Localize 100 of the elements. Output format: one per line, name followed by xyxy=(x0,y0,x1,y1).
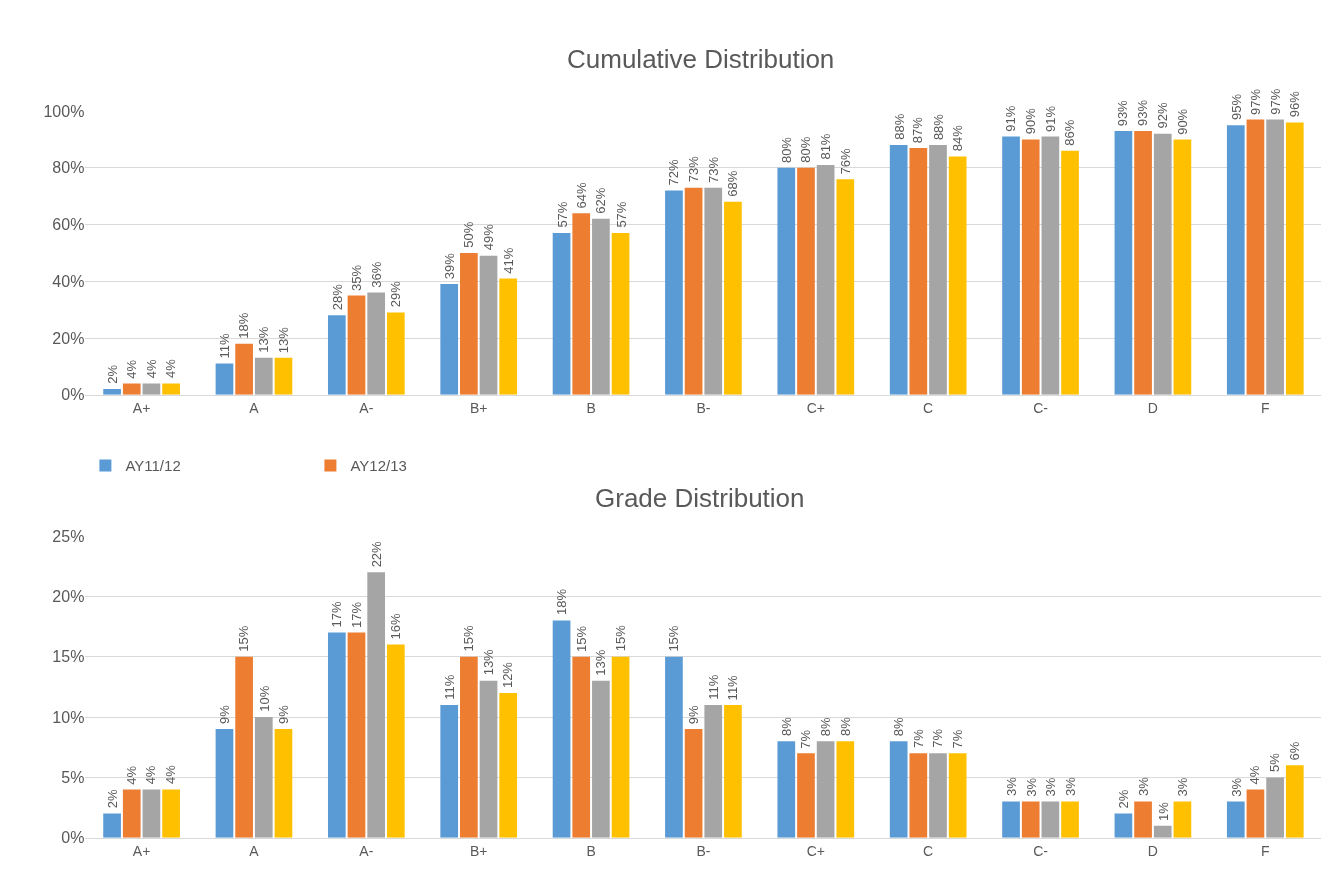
bar xyxy=(254,357,273,395)
x-tick-label: C xyxy=(923,399,934,416)
bar xyxy=(816,741,835,838)
data-label: 15% xyxy=(573,625,589,652)
bar xyxy=(929,753,947,838)
y-tick-label: 0% xyxy=(61,386,85,404)
x-tick-label: A- xyxy=(359,842,374,859)
data-label: 39% xyxy=(442,252,458,280)
data-label: 9% xyxy=(275,704,291,725)
data-label: 5% xyxy=(1267,752,1283,772)
bar xyxy=(704,187,723,395)
bar xyxy=(611,233,630,395)
bar xyxy=(103,389,121,395)
data-label: 90% xyxy=(1174,108,1190,135)
bar xyxy=(724,201,742,395)
bar xyxy=(948,156,967,395)
data-label: 93% xyxy=(1115,99,1131,127)
bar xyxy=(327,632,346,838)
data-label: 4% xyxy=(123,765,139,785)
bar xyxy=(1002,136,1020,395)
data-label: 9% xyxy=(686,704,701,725)
data-label: 73% xyxy=(705,156,721,183)
legend-label: AY11/12 xyxy=(125,457,181,475)
bar xyxy=(684,187,703,395)
data-label: 18% xyxy=(554,588,570,616)
bar xyxy=(552,233,571,395)
bar xyxy=(572,213,591,395)
y-tick-label: 0% xyxy=(61,829,85,847)
data-label: 91% xyxy=(1042,105,1058,132)
data-label: 35% xyxy=(349,264,365,291)
bar xyxy=(142,789,161,838)
bar xyxy=(836,179,855,395)
data-label: 15% xyxy=(236,625,252,652)
bar xyxy=(1153,825,1172,838)
x-tick-label: A xyxy=(249,842,260,859)
bar xyxy=(1285,765,1304,838)
data-label: 68% xyxy=(725,170,741,197)
data-label: 17% xyxy=(329,600,345,628)
data-label: 92% xyxy=(1154,102,1170,129)
x-tick-label: D xyxy=(1147,399,1158,416)
data-label: 97% xyxy=(1247,88,1263,116)
bar xyxy=(103,813,121,838)
data-label: 8% xyxy=(778,716,794,736)
data-label: 3% xyxy=(1043,777,1059,797)
y-tick-label: 20% xyxy=(52,587,85,605)
bar xyxy=(235,656,253,838)
x-tick-label: C xyxy=(923,842,934,859)
bar xyxy=(440,704,459,838)
y-tick-label: 15% xyxy=(52,648,85,666)
bar xyxy=(777,167,796,395)
bar xyxy=(162,383,180,395)
bar xyxy=(327,315,346,395)
bar xyxy=(1114,130,1133,395)
data-label: 50% xyxy=(460,221,476,248)
data-label: 57% xyxy=(613,201,629,228)
x-tick-label: A+ xyxy=(132,399,151,416)
bar xyxy=(948,753,967,838)
data-label: 86% xyxy=(1062,119,1078,146)
data-label: 18% xyxy=(236,312,252,339)
bar xyxy=(460,656,478,838)
bar xyxy=(797,753,815,838)
bar xyxy=(142,383,161,395)
data-label: 28% xyxy=(329,283,345,311)
y-tick-label: 40% xyxy=(52,272,85,290)
data-label: 4% xyxy=(123,359,139,379)
bar xyxy=(1134,130,1152,395)
x-tick-label: F xyxy=(1261,399,1270,416)
bar xyxy=(1266,777,1284,838)
data-label: 49% xyxy=(480,223,496,251)
data-label: 13% xyxy=(255,326,271,353)
data-label: 8% xyxy=(817,717,833,737)
data-label: 36% xyxy=(368,261,384,288)
x-tick-label: C+ xyxy=(806,399,825,416)
data-label: 41% xyxy=(500,247,516,274)
data-label: 7% xyxy=(798,729,814,749)
y-tick-label: 5% xyxy=(61,768,85,786)
data-label: 4% xyxy=(163,764,179,785)
x-tick-label: B xyxy=(586,842,596,859)
bar xyxy=(1021,139,1040,395)
data-label: 13% xyxy=(593,649,609,676)
x-tick-label: C- xyxy=(1033,399,1049,416)
bar xyxy=(499,692,518,838)
bar xyxy=(1061,150,1079,395)
data-label: 11% xyxy=(705,674,721,700)
data-label: 15% xyxy=(461,625,477,652)
data-label: 93% xyxy=(1135,99,1151,126)
bar xyxy=(1021,801,1040,838)
bar xyxy=(684,729,703,838)
y-tick-label: 10% xyxy=(52,708,85,726)
data-label: 13% xyxy=(275,326,291,354)
data-label: 4% xyxy=(143,765,159,785)
data-label: 87% xyxy=(910,116,926,144)
data-label: 90% xyxy=(1023,107,1039,135)
bar xyxy=(386,312,405,395)
data-label: 95% xyxy=(1228,93,1244,121)
data-label: 1% xyxy=(1155,801,1171,821)
bar xyxy=(816,164,835,395)
data-label: 62% xyxy=(593,187,609,214)
bar xyxy=(1173,139,1192,395)
bar xyxy=(274,729,293,838)
